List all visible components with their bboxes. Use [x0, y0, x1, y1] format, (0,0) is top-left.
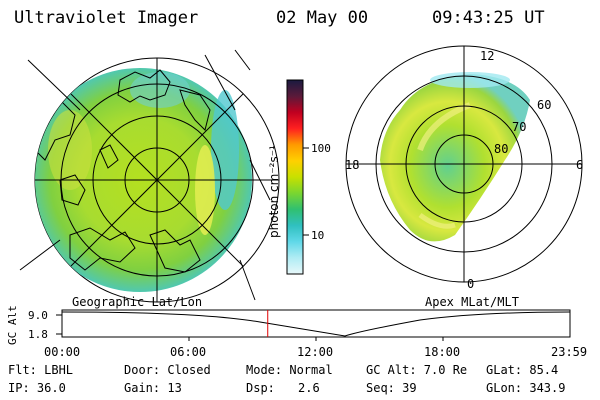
- status-glon: GLon: 343.9: [486, 381, 566, 395]
- time-tick-0600: 06:00: [170, 345, 207, 359]
- mlat-label-60: 60: [537, 98, 551, 112]
- colorbar: 100 10 photon cm⁻²s⁻¹: [267, 79, 331, 275]
- colorbar-scale: [286, 79, 304, 275]
- colorbar-tick-100: 100: [311, 142, 331, 155]
- status-ip: IP: 36.0: [8, 381, 66, 395]
- status-glat: GLat: 85.4: [486, 363, 559, 377]
- aurora-image-magnetic: [380, 72, 530, 242]
- altitude-ytick-low: 1.8: [28, 328, 48, 341]
- time-tick-1200: 12:00: [297, 345, 334, 359]
- status-gain: Gain: 13: [124, 381, 182, 395]
- time-tick-0000: 00:00: [44, 345, 81, 359]
- instrument-title: Ultraviolet Imager: [14, 8, 199, 28]
- altitude-ytick-high: 9.0: [28, 309, 48, 322]
- altitude-plot: 9.0 1.8 GC Alt: [6, 305, 571, 345]
- status-filter: Flt: LBHL: [8, 363, 74, 377]
- magnetic-map-panel: 12 18 6 0 60 70 80: [345, 45, 583, 291]
- time-tick-2359: 23:59: [551, 345, 588, 359]
- mlt-label-18: 18: [345, 158, 359, 172]
- status-mode: Mode: Normal: [246, 363, 333, 377]
- altitude-ylabel: GC Alt: [6, 305, 19, 345]
- status-dsp-label: Dsp:: [246, 381, 275, 395]
- status-door: Door: Closed: [124, 363, 211, 377]
- observation-date: 02 May 00: [276, 8, 369, 28]
- altitude-curve: [61, 311, 571, 337]
- magnetic-caption: Apex MLat/MLT: [425, 295, 519, 309]
- mlat-label-70: 70: [512, 120, 526, 134]
- status-gc-alt: GC Alt: 7.0 Re: [366, 363, 468, 377]
- geographic-map-panel: [19, 49, 280, 303]
- status-dsp-value: 2.6: [298, 381, 320, 395]
- mlt-label-6: 6: [576, 158, 583, 172]
- mlat-label-80: 80: [494, 142, 508, 156]
- time-tick-1800: 18:00: [424, 345, 461, 359]
- mlt-label-0: 0: [467, 277, 474, 291]
- status-seq: Seq: 39: [366, 381, 417, 395]
- geographic-caption: Geographic Lat/Lon: [72, 295, 203, 309]
- colorbar-tick-10: 10: [311, 229, 324, 242]
- mlt-label-12: 12: [480, 49, 494, 63]
- colorbar-unit-label: photon cm⁻²s⁻¹: [267, 145, 281, 238]
- observation-time: 09:43:25 UT: [432, 8, 545, 28]
